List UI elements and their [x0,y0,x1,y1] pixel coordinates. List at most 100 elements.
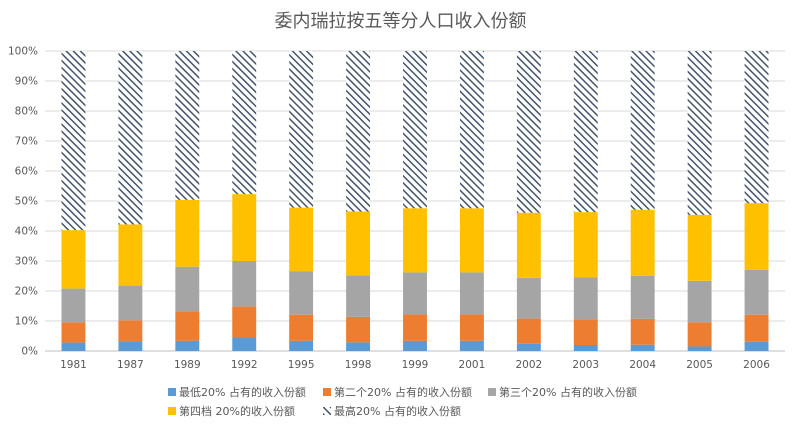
bar-segment [403,272,427,315]
bar-segment [459,272,484,315]
x-tick-label: 2004 [629,359,656,371]
bar-segment [573,51,598,213]
x-tick-label: 1987 [117,359,144,371]
bar-segment [175,51,200,200]
bar-segment [459,314,484,341]
bar-segment [516,212,541,278]
bar-segment [744,341,769,351]
bar-segment [573,277,598,320]
y-tick-label: 60% [15,166,38,178]
x-tick-label: 1995 [288,359,315,371]
y-tick-label: 10% [15,316,38,328]
bar-segment [61,288,86,323]
bar-segment [346,316,371,343]
y-tick-label: 90% [15,76,38,88]
legend-label: 第三个20% 占有的收入份额 [499,385,637,399]
bar-segment [687,322,712,347]
bar-segment [175,311,200,341]
bar-segment [118,285,143,321]
bar-segment [687,280,712,323]
chart-title: 委内瑞拉按五等分人口收入份额 [275,11,527,32]
x-tick-label: 1998 [345,359,372,371]
bar-segment [61,51,86,231]
bar-segment [573,212,598,278]
bar-segment [630,209,655,276]
bar-segment [232,51,257,195]
bar-segment [573,345,598,351]
y-tick-label: 20% [15,286,38,298]
legend-swatch [323,388,331,396]
bar-segment [516,277,541,319]
bar-segment [61,342,86,351]
y-tick-label: 70% [15,136,38,148]
bar-segment [744,51,769,204]
bar-segment [118,341,143,351]
bar-segment [744,314,769,342]
bar-segment [232,306,257,338]
bar-segment [516,318,541,344]
x-tick-label: 2006 [743,359,770,371]
bar-segment [516,51,541,213]
legend-label: 最低20% 占有的收入份额 [179,385,306,399]
x-tick-label: 1992 [231,359,258,371]
bar-segment [289,207,314,272]
y-tick-label: 80% [15,106,38,118]
bar-segment [744,269,769,315]
bar-segment [289,340,314,351]
bar-segment [403,314,427,341]
bar-segment [687,214,712,281]
legend-label: 第四档 20%的收入份额 [179,404,295,418]
bar-segment [687,346,712,351]
bar-segment [118,320,143,342]
bar-segment [630,344,655,351]
bar-segment [403,340,427,351]
bar-segment [118,51,143,225]
bar-segment [459,208,484,273]
bar-segment [289,314,314,341]
x-tick-label: 2002 [515,359,542,371]
bar-segment [516,343,541,351]
bar-segment [630,318,655,345]
legend-swatch [488,388,496,396]
bar-segment [175,266,200,312]
y-tick-label: 30% [15,256,38,268]
bar-segment [232,337,257,351]
bar-segment [289,51,314,208]
x-tick-label: 2003 [572,359,599,371]
bar-segment [630,51,655,210]
bar-segment [118,224,143,286]
x-tick-label: 1981 [60,359,87,371]
x-tick-label: 1999 [402,359,429,371]
x-axis-ticks: 1981 1987 1989 1992 1995 1998 1999 2001 2002 2003… [60,359,770,371]
y-tick-label: 50% [15,196,38,208]
x-tick-label: 2005 [686,359,713,371]
y-axis-ticks: 0% 10% 20% 30% 40% 50% 60% 70% 80% 90% 100% [8,46,38,358]
bar-segment [630,275,655,319]
legend-swatch [323,407,331,415]
x-tick-label: 2001 [459,359,486,371]
bar-segment [687,51,712,215]
bar-segment [459,340,484,351]
bar-segment [403,208,427,273]
bar-segment [573,319,598,345]
bar-segment [346,342,371,351]
y-tick-label: 100% [8,46,38,58]
bars [61,51,769,351]
legend-label: 第二个20% 占有的收入份额 [334,385,472,399]
bar-segment [61,322,86,343]
bar-segment [744,203,769,270]
legend-label: 最高20% 占有的收入份额 [334,404,461,418]
bar-segment [346,211,371,276]
bar-segment [346,275,371,317]
y-tick-label: 40% [15,226,38,238]
bar-segment [346,51,371,212]
bar-segment [459,51,484,209]
legend-swatch [168,388,176,396]
y-tick-label: 0% [21,346,38,358]
bar-segment [403,51,427,209]
x-tick-label: 1989 [174,359,201,371]
legend: 最低20% 占有的收入份额 第二个20% 占有的收入份额 第三个20% 占有的收入份… [168,385,637,418]
bar-segment [232,261,257,307]
